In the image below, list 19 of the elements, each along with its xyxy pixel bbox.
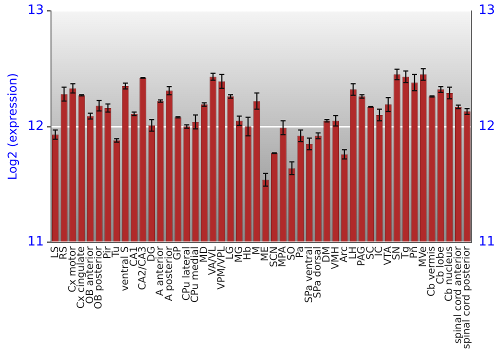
y-tick-label: 13 bbox=[27, 3, 44, 18]
x-tick-label: Tg bbox=[400, 246, 412, 260]
y-tick-label: 11 bbox=[27, 234, 44, 250]
x-tick-label: Pa bbox=[295, 246, 306, 258]
x-tick-label: A posterior bbox=[164, 245, 175, 302]
x-tick-label: RS bbox=[58, 246, 70, 260]
x-tick-label: OB posterior bbox=[94, 245, 105, 310]
x-tick-label: DG bbox=[146, 246, 158, 262]
y2-tick-label: 13 bbox=[478, 3, 496, 18]
x-tick-label: DM bbox=[322, 246, 332, 263]
x-tick-label: Cb lobe bbox=[435, 246, 446, 284]
y2-tick-label: 12 bbox=[478, 118, 496, 134]
y2-tick-label: 11 bbox=[478, 234, 496, 250]
x-tick-label: MVe bbox=[418, 246, 429, 268]
x-tick-label: ventral S bbox=[120, 246, 131, 292]
x-tick-label: spinal cord posterior bbox=[462, 245, 473, 350]
x-tick-label: GP bbox=[172, 246, 184, 260]
y-tick-label: 12 bbox=[27, 118, 44, 134]
y-axis-title: Log2 (expression) bbox=[5, 73, 20, 180]
